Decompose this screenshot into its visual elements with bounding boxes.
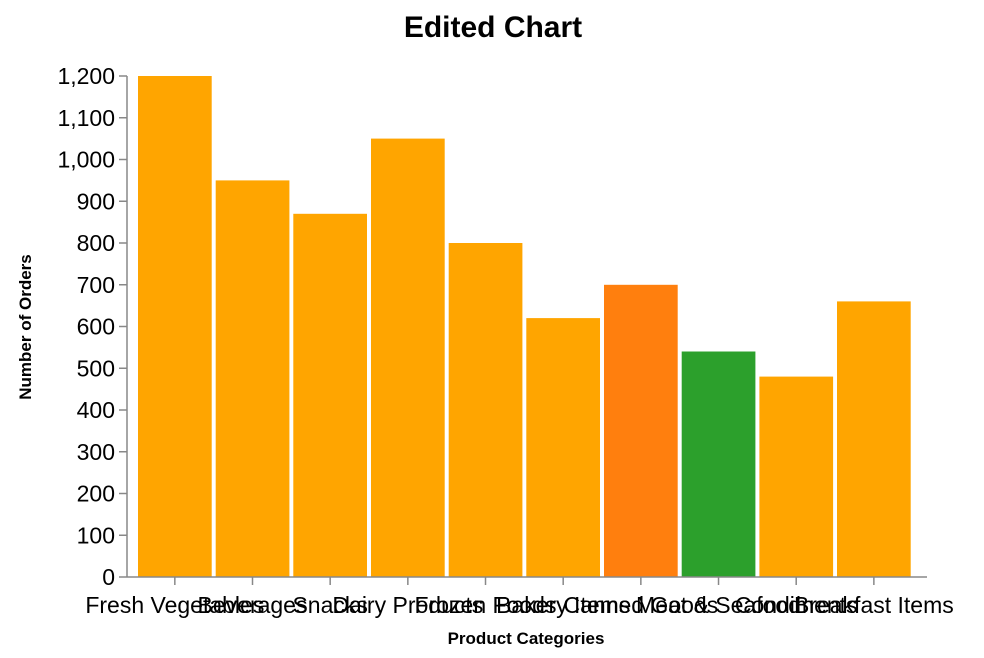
y-tick-label: 800 [77, 230, 115, 256]
x-tick-label: Canned Goods [563, 592, 718, 618]
y-tick-label: 0 [102, 564, 115, 590]
y-tick-label: 100 [77, 522, 115, 548]
bar-condiments [759, 376, 834, 577]
x-axis-title: Product Categories [448, 629, 605, 648]
x-tick-label: Beverages [198, 592, 308, 618]
bar-frozen-foods [448, 243, 523, 577]
y-axis-title: Number of Orders [16, 254, 35, 399]
y-tick-label: 500 [77, 355, 115, 381]
bars-group [138, 76, 911, 578]
y-tick-label: 400 [77, 397, 115, 423]
y-tick-label: 700 [77, 272, 115, 298]
x-tick-label: Frozen Foods [415, 592, 557, 618]
bar-canned-goods [604, 284, 678, 578]
x-tick-label: Breakfast Items [794, 592, 954, 618]
y-tick-label: 900 [77, 188, 115, 214]
bar-dairy-products [371, 138, 445, 577]
bar-meat-seafood [681, 351, 756, 577]
bar-beverages [215, 180, 290, 577]
y-tick-label: 200 [77, 481, 115, 507]
bar-bakery-items [526, 318, 600, 577]
x-tick-label: Fresh Vegetables [85, 592, 264, 618]
y-axis: 0 100 200 300 400 500 600 700 800 900 1,000 1,100 1,… [57, 63, 128, 590]
y-tick-label: 600 [77, 314, 115, 340]
bar-breakfast-items [837, 301, 911, 577]
x-tick-label: Condiments [735, 592, 858, 618]
chart-title: Edited Chart [404, 11, 582, 44]
x-tick-label: Meat & Seafood [636, 592, 801, 618]
x-tick-label: Bakery Items [496, 592, 630, 618]
x-tick-label: Dairy Products [332, 592, 483, 618]
x-tick-label: Snacks [292, 592, 367, 618]
bar-snacks [293, 213, 367, 578]
y-tick-label: 300 [77, 439, 115, 465]
y-tick-label: 1,000 [57, 147, 115, 173]
y-tick-label: 1,200 [57, 63, 115, 89]
y-tick-label: 1,100 [57, 105, 115, 131]
bar-fresh-vegetables [138, 76, 212, 577]
